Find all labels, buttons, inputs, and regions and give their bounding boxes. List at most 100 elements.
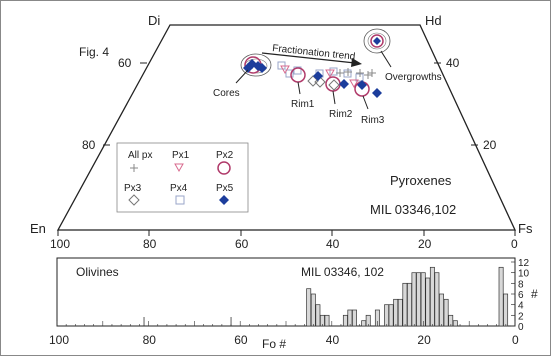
px1-point — [280, 65, 290, 75]
overgrowth-envelope — [363, 28, 391, 54]
allpx-point — [344, 68, 352, 76]
overgrowth-px2-point — [370, 34, 384, 48]
overgrowth-px5-point — [373, 37, 381, 45]
right-tick-label-40: 40 — [446, 56, 460, 70]
trend-arrow-line — [261, 52, 356, 64]
corner-fs: Fs — [518, 221, 533, 236]
quad-tick-label-0: 0 — [511, 237, 518, 251]
trend-arrow-head — [351, 58, 362, 67]
olivine-histogram: Olivines MIL 03346, 102 # Fo # 100 80 60 40… — [49, 257, 538, 351]
histogram-bar — [411, 272, 417, 327]
fractionation-trend: Fractionation trend — [261, 43, 362, 67]
histogram-bar — [452, 320, 458, 327]
cores-envelope — [240, 53, 272, 77]
right-tick-label-20: 20 — [483, 138, 497, 152]
px5-point — [372, 88, 382, 98]
quad-tick-label-20: 20 — [418, 237, 432, 251]
histogram-bar — [306, 288, 312, 327]
legend-label-px1: Px1 — [172, 150, 190, 161]
rim2-leader — [332, 90, 336, 105]
rim3-leader — [362, 95, 369, 110]
pyroxene-quadrilateral: Di Hd En Fs Fig. 4 60 80 40 20 — [30, 13, 533, 251]
quad-bottom-ticks: 100 80 60 40 20 0 — [50, 230, 518, 251]
histogram-bar — [425, 277, 431, 327]
px4-point — [329, 67, 338, 76]
histogram-bar — [498, 266, 504, 327]
quad-points — [243, 34, 384, 98]
histogram-y-tick-label: 12 — [518, 258, 530, 269]
histogram-bar — [407, 282, 412, 327]
histogram-bar — [361, 320, 367, 327]
histogram-bar — [347, 309, 353, 327]
histogram-bar — [503, 293, 509, 327]
histogram-bar — [352, 309, 357, 327]
allpx-point — [356, 69, 364, 77]
legend-marker-px3 — [128, 194, 140, 206]
histogram-x-tick-label: 80 — [143, 333, 157, 347]
legend-label-px2: Px2 — [216, 150, 234, 161]
allpx-point — [364, 71, 372, 79]
histogram-bar — [429, 266, 435, 327]
quad-tick-label-60: 60 — [235, 237, 249, 251]
px5-point — [339, 79, 349, 89]
histogram-bar — [384, 304, 390, 327]
histogram-bar — [443, 298, 449, 327]
core-px5-point — [243, 63, 253, 73]
trend-label: Fractionation trend — [272, 43, 356, 63]
rim1-leader — [297, 81, 301, 95]
left-ticks: 60 80 — [82, 56, 147, 152]
histogram-bar — [315, 304, 321, 327]
px4-point — [293, 66, 302, 75]
left-tick-label-60: 60 — [118, 56, 132, 70]
allpx-point — [368, 69, 376, 77]
histogram-x-tick-label: 40 — [326, 333, 340, 347]
legend-label-allpx: All px — [128, 150, 152, 161]
px4-point — [285, 69, 294, 78]
px5-point — [313, 71, 323, 81]
histogram-y-tick-label: 8 — [518, 279, 524, 290]
histogram-x-tick-label: 100 — [49, 333, 69, 347]
legend-marker-allpx — [130, 164, 138, 172]
legend-label-px4: Px4 — [170, 183, 188, 194]
annotation-overgrowths: Overgrowths — [385, 72, 442, 83]
histogram-bar — [310, 293, 316, 327]
figure-label: Fig. 4 — [79, 45, 109, 59]
legend-marker-px1 — [174, 163, 184, 173]
histogram-bars — [306, 266, 509, 327]
annotation-cores: Cores — [213, 88, 240, 99]
legend: All px Px1 Px2 Px3 Px4 Px5 — [116, 142, 249, 213]
histogram-y-tick-label: 4 — [518, 301, 524, 312]
legend-marker-px5 — [219, 195, 229, 205]
histogram-x-tick-label: 0 — [512, 333, 519, 347]
histogram-bar — [342, 314, 348, 327]
histogram-bar — [439, 293, 444, 327]
quad-title: Pyroxenes — [390, 173, 452, 188]
annotation-rim2: Rim2 — [329, 109, 353, 120]
quad-tick-label-100: 100 — [50, 237, 70, 251]
histogram-bar — [420, 272, 426, 327]
annotations: Cores Rim1 Rim2 Rim3 Overgrowths — [213, 50, 442, 126]
histogram-y-tick-label: 0 — [518, 322, 524, 333]
histogram-bar — [402, 282, 408, 327]
overgrowth-leader — [380, 50, 392, 68]
allpx-point — [336, 69, 344, 77]
histogram-y-tick-label: 2 — [518, 311, 524, 322]
histogram-y-tick-label: 10 — [518, 269, 530, 280]
px1-point — [325, 69, 335, 79]
histogram-bar — [393, 298, 399, 327]
histogram-bar — [397, 298, 403, 327]
histogram-y-tick-label: 6 — [518, 290, 524, 301]
corner-en: En — [30, 221, 46, 236]
histogram-bar — [324, 314, 330, 327]
px1-point — [349, 79, 359, 89]
px5-point — [357, 80, 367, 90]
quad-tick-label-80: 80 — [143, 237, 157, 251]
cores-leader — [235, 69, 249, 84]
corner-hd: Hd — [425, 13, 442, 28]
legend-marker-px2 — [217, 161, 231, 175]
histogram-x-tick-label: 60 — [234, 333, 248, 347]
annotation-rim3: Rim3 — [361, 115, 385, 126]
